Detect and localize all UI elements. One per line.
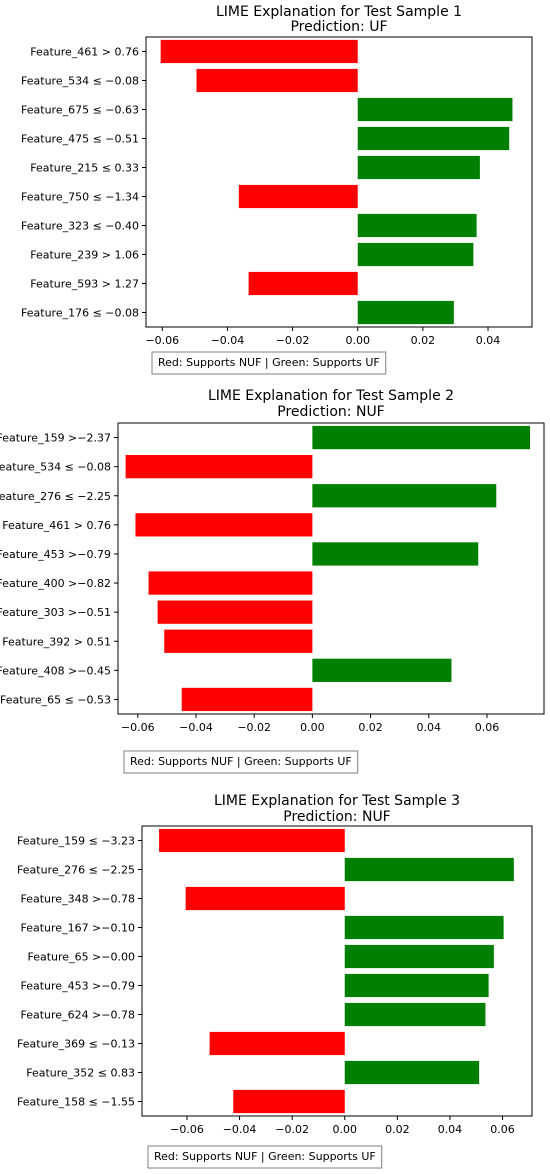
bar (159, 828, 345, 853)
x-tick-label: 0.06 (475, 721, 500, 734)
bar (312, 542, 479, 566)
chart-1: LIME Explanation for Test Sample 1Predic… (21, 4, 533, 375)
bar (312, 658, 452, 682)
x-tick-label: 0.06 (490, 1123, 515, 1136)
bar (312, 484, 497, 508)
plot-frame (145, 36, 533, 328)
x-tick-label: −0.06 (170, 1123, 204, 1136)
bar (357, 242, 474, 267)
chart-title: LIME Explanation for Test Sample 1 (216, 4, 462, 20)
x-tick-label: −0.06 (145, 334, 179, 347)
chart-subtitle: Prediction: UF (290, 19, 387, 35)
legend-text: Red: Supports NUF | Green: Supports UF (130, 755, 352, 768)
bar (357, 97, 513, 122)
y-tick-label: Feature_675 ≤ −0.63 (21, 104, 139, 117)
chart-subtitle: Prediction: NUF (283, 809, 391, 825)
bar (344, 915, 504, 940)
chart-3: LIME Explanation for Test Sample 3Predic… (17, 793, 533, 1169)
bar (164, 629, 313, 653)
x-tick-label: −0.02 (275, 1123, 309, 1136)
bar (344, 1002, 486, 1027)
y-tick-label: Feature_534 ≤ −0.08 (21, 75, 139, 88)
bar (233, 1089, 345, 1114)
bar (344, 857, 514, 882)
x-tick-label: 0.00 (333, 1123, 358, 1136)
x-tick-label: 0.04 (438, 1123, 463, 1136)
y-tick-label: Feature_348 >−0.78 (21, 893, 136, 906)
y-tick-label: Feature_392 > 0.51 (2, 635, 111, 648)
y-tick-label: Feature_453 >−0.79 (21, 980, 136, 993)
chart-subtitle: Prediction: NUF (277, 404, 385, 420)
x-tick-label: −0.04 (179, 721, 213, 734)
y-tick-label: Feature_624 >−0.78 (21, 1009, 136, 1022)
bar (135, 513, 313, 537)
x-tick-label: 0.00 (300, 721, 325, 734)
chart-title: LIME Explanation for Test Sample 3 (214, 793, 460, 809)
bar (312, 425, 531, 450)
y-tick-label: Feature_750 ≤ −1.34 (21, 191, 139, 204)
plot-frame (117, 422, 545, 715)
y-tick-label: Feature_159 ≤ −3.23 (17, 835, 135, 848)
y-tick-label: Feature_167 >−0.10 (21, 922, 136, 935)
y-tick-label: Feature_65 >−0.00 (28, 951, 136, 964)
y-tick-label: Feature_461 > 0.76 (30, 46, 139, 59)
x-tick-label: 0.02 (358, 721, 383, 734)
y-tick-label: Feature_303 >−0.51 (0, 606, 111, 619)
x-tick-label: 0.04 (417, 721, 442, 734)
bar (344, 973, 489, 998)
y-tick-label: Feature_534 ≤ −0.08 (0, 461, 111, 474)
y-tick-label: Feature_408 >−0.45 (0, 664, 111, 677)
bar (125, 455, 313, 479)
y-tick-label: Feature_176 ≤ −0.08 (21, 307, 139, 320)
y-tick-label: Feature_276 ≤ −2.25 (17, 864, 135, 877)
y-tick-label: Feature_158 ≤ −1.55 (17, 1096, 135, 1109)
x-tick-label: −0.04 (211, 334, 245, 347)
x-tick-label: 0.00 (345, 334, 370, 347)
bar (160, 39, 358, 64)
y-tick-label: Feature_593 > 1.27 (30, 278, 139, 291)
bar (185, 886, 345, 911)
y-tick-label: Feature_453 >−0.79 (0, 548, 111, 561)
chart-2: LIME Explanation for Test Sample 2Predic… (0, 388, 545, 774)
bar (209, 1031, 345, 1056)
y-tick-label: Feature_352 ≤ 0.83 (26, 1067, 135, 1080)
bar (344, 944, 494, 969)
y-tick-label: Feature_461 > 0.76 (2, 519, 111, 532)
bar (238, 184, 358, 209)
bar (357, 300, 454, 325)
chart-title: LIME Explanation for Test Sample 2 (208, 388, 454, 404)
plot-frame (141, 825, 533, 1117)
x-tick-label: −0.02 (276, 334, 310, 347)
bar (148, 571, 313, 595)
legend-box (123, 750, 359, 774)
y-tick-label: Feature_215 ≤ 0.33 (30, 162, 139, 175)
y-tick-label: Feature_239 > 1.06 (30, 249, 139, 262)
y-tick-label: Feature_400 >−0.82 (0, 577, 111, 590)
y-tick-label: Feature_276 ≤ −2.25 (0, 490, 111, 503)
y-tick-label: Feature_369 ≤ −0.13 (17, 1038, 135, 1051)
bar (196, 68, 358, 93)
x-tick-label: 0.04 (476, 334, 501, 347)
x-tick-label: −0.06 (121, 721, 155, 734)
y-tick-label: Feature_159 >−2.37 (0, 432, 111, 445)
bar (181, 687, 313, 712)
bar (357, 213, 477, 238)
y-tick-label: Feature_475 ≤ −0.51 (21, 133, 139, 146)
legend-text: Red: Supports NUF | Green: Supports UF (154, 1150, 376, 1163)
legend-box (151, 351, 387, 375)
x-tick-label: 0.02 (411, 334, 436, 347)
bar (248, 271, 358, 296)
bar (357, 126, 510, 151)
y-tick-label: Feature_65 ≤ −0.53 (0, 693, 111, 706)
x-tick-label: −0.04 (223, 1123, 257, 1136)
x-tick-label: −0.02 (237, 721, 271, 734)
legend-text: Red: Supports NUF | Green: Supports UF (158, 356, 380, 369)
bar (357, 155, 480, 180)
y-tick-label: Feature_323 ≤ −0.40 (21, 220, 139, 233)
x-tick-label: 0.02 (385, 1123, 410, 1136)
legend-box (147, 1145, 383, 1169)
bar (344, 1060, 480, 1085)
bar (157, 600, 313, 624)
